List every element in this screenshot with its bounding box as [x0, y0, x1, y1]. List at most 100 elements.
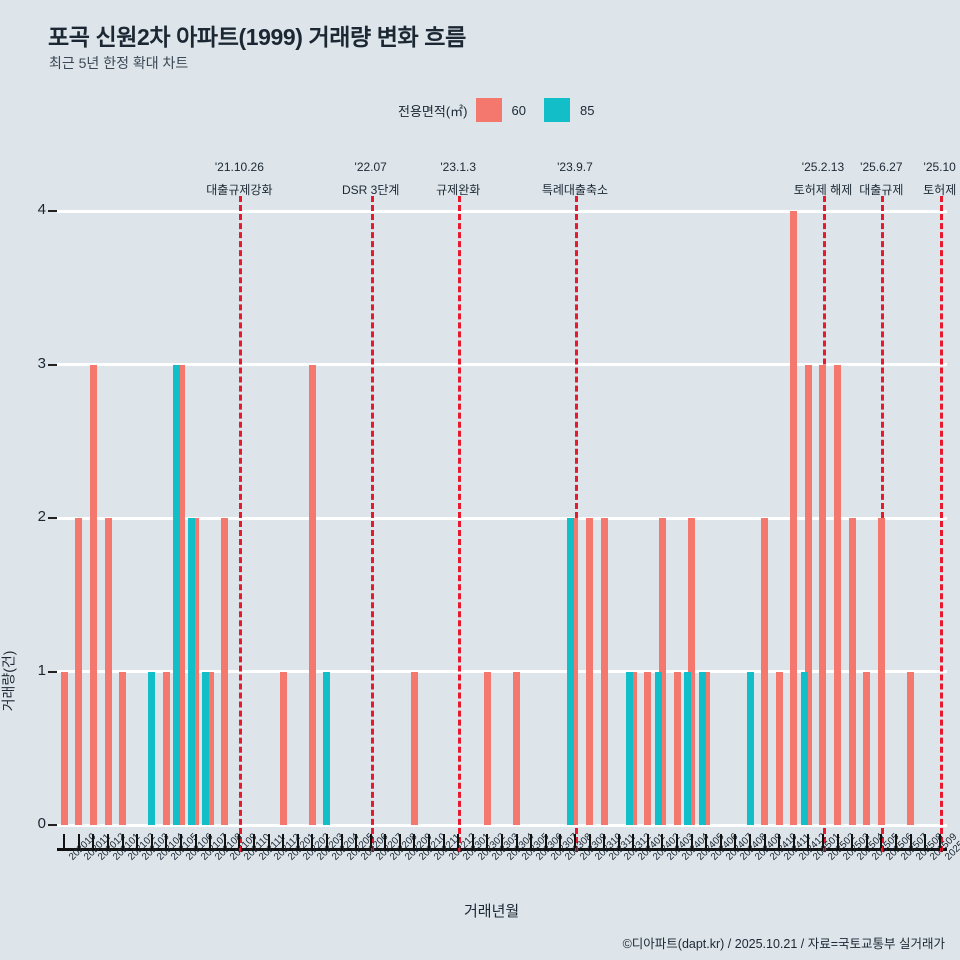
bar-60-202311[interactable] — [600, 518, 608, 825]
event-date-202110: '21.10.26 — [214, 160, 264, 174]
bar-60-202504[interactable] — [848, 518, 856, 825]
x-tick-mark — [325, 834, 328, 848]
x-tick-mark — [836, 834, 839, 848]
legend-title: 전용면적(㎡) — [398, 103, 468, 119]
x-tick-mark — [267, 834, 270, 848]
footer-credit: ©디아파트(dapt.kr) / 2025.10.21 / 자료=국토교통부 실… — [622, 937, 945, 951]
bar-60-202401[interactable] — [629, 671, 637, 825]
bar-60-202203[interactable] — [308, 364, 316, 825]
bar-60-202310[interactable] — [586, 518, 594, 825]
x-axis-line — [57, 848, 947, 851]
bar-60-202406[interactable] — [702, 671, 710, 825]
x-tick-mark — [588, 834, 591, 848]
bar-85-202409[interactable] — [746, 671, 754, 825]
event-name-202309: 특례대출축소 — [541, 183, 609, 197]
x-tick-mark — [559, 834, 562, 848]
bar-60-202010[interactable] — [60, 671, 68, 825]
y-tick-label: 0 — [37, 815, 46, 832]
bar-85-202104[interactable] — [148, 671, 156, 825]
x-tick-mark — [530, 834, 533, 848]
event-line-202110 — [239, 196, 243, 852]
y-tick-mark — [48, 210, 57, 212]
event-line-202301 — [458, 196, 462, 852]
x-tick-mark — [792, 834, 795, 848]
bar-60-202405[interactable] — [688, 518, 696, 825]
x-tick-mark — [865, 834, 868, 848]
bar-85-202108[interactable] — [202, 671, 210, 825]
bar-60-202106[interactable] — [177, 364, 185, 825]
bar-85-202501[interactable] — [800, 671, 808, 825]
x-tick-mark — [909, 834, 912, 848]
bar-85-202107[interactable] — [187, 518, 195, 825]
bar-60-202505[interactable] — [863, 671, 871, 825]
x-tick-mark — [734, 834, 737, 848]
bar-85-202403[interactable] — [654, 671, 662, 825]
bar-60-202108[interactable] — [206, 671, 214, 825]
bar-85-202204[interactable] — [323, 671, 331, 825]
x-tick-mark — [573, 834, 576, 848]
bar-60-202404[interactable] — [673, 671, 681, 825]
x-tick-mark — [880, 834, 883, 848]
bar-60-202011[interactable] — [75, 518, 83, 825]
bar-60-202402[interactable] — [644, 671, 652, 825]
bar-60-202107[interactable] — [192, 518, 200, 825]
event-date-202510: '25.10 — [923, 160, 956, 174]
x-tick-mark — [719, 834, 722, 848]
y-tick-label: 1 — [37, 661, 46, 679]
x-tick-mark — [413, 834, 416, 848]
bar-60-202410[interactable] — [761, 518, 769, 825]
x-tick-mark — [194, 834, 197, 848]
x-tick-mark — [515, 834, 518, 848]
x-tick-mark — [369, 834, 372, 848]
bar-60-202105[interactable] — [162, 671, 170, 825]
x-tick-mark — [282, 834, 285, 848]
x-tick-mark — [938, 834, 941, 848]
x-tick-mark — [617, 834, 620, 848]
bar-60-202309[interactable] — [571, 518, 579, 825]
event-date-202506: '25.6.27 — [860, 160, 903, 174]
y-tick-mark — [48, 363, 57, 366]
bar-60-202102[interactable] — [119, 671, 127, 825]
event-name-202506: 대출규제 — [859, 183, 904, 197]
event-date-202309: '23.9.7 — [557, 160, 593, 174]
bar-60-202412[interactable] — [790, 211, 798, 825]
bar-60-202502[interactable] — [819, 364, 827, 825]
bar-60-202109[interactable] — [221, 518, 229, 825]
x-tick-mark — [223, 834, 226, 848]
bar-60-202403[interactable] — [658, 518, 666, 825]
x-tick-mark — [778, 834, 781, 848]
bar-60-202508[interactable] — [907, 671, 915, 825]
bar-60-202012[interactable] — [89, 364, 97, 825]
bar-60-202303[interactable] — [483, 671, 491, 825]
x-tick-mark — [296, 834, 299, 848]
x-tick-mark — [646, 834, 649, 848]
x-tick-mark — [501, 834, 503, 848]
y-tick-mark — [48, 670, 57, 673]
event-name-202110: 대출규제강화 — [206, 183, 273, 197]
legend-label-85: 85 — [579, 102, 595, 118]
bar-85-202106[interactable] — [173, 364, 181, 825]
x-tick-mark — [107, 834, 110, 848]
y-tick-mark — [48, 517, 57, 519]
y-tick-mark — [48, 824, 57, 826]
bar-60-202305[interactable] — [513, 671, 521, 825]
plot-area — [57, 209, 947, 827]
x-tick-mark — [180, 834, 183, 848]
bar-85-202406[interactable] — [698, 671, 706, 825]
x-tick-mark — [398, 834, 401, 848]
bar-60-202501[interactable] — [804, 364, 812, 825]
bar-60-202101[interactable] — [104, 518, 112, 825]
bar-85-202401[interactable] — [625, 671, 633, 825]
bar-85-202309[interactable] — [567, 518, 575, 825]
bar-60-202503[interactable] — [834, 364, 842, 825]
gridline — [57, 209, 947, 213]
x-tick-mark — [676, 834, 679, 848]
event-name-202301: 규제완화 — [436, 183, 481, 197]
bar-85-202405[interactable] — [683, 671, 691, 825]
bar-60-202506[interactable] — [877, 518, 885, 825]
bar-60-202210[interactable] — [410, 671, 418, 825]
x-tick-mark — [355, 834, 358, 848]
chart-legend: 전용면적(㎡) 60 85 — [398, 98, 612, 122]
bar-60-202411[interactable] — [775, 671, 783, 825]
bar-60-202201[interactable] — [279, 671, 287, 825]
